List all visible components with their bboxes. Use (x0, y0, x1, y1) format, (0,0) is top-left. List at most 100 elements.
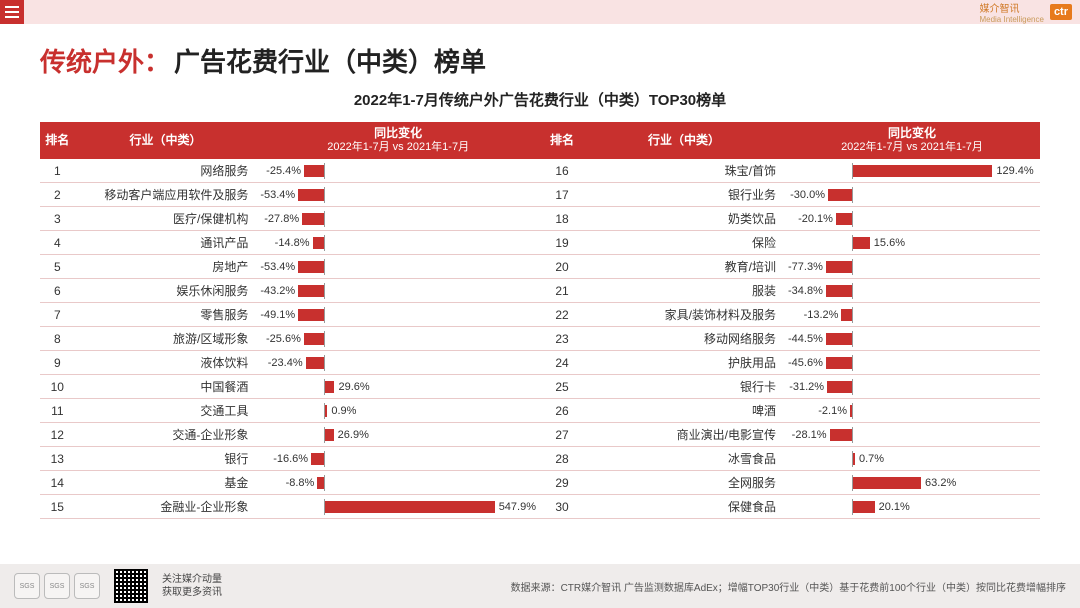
cell-industry: 家具/装饰材料及服务 (584, 303, 784, 327)
cell-rank: 22 (540, 303, 584, 327)
th-industry: 行业（中类） (75, 122, 257, 159)
cell-change: -20.1% (784, 207, 1040, 231)
data-source: 数据来源：CTR媒介智讯 广告监测数据库AdEx；增幅TOP30行业（中类）基于… (511, 579, 1066, 594)
brand-cn: 媒介智讯 (979, 0, 1043, 15)
cell-industry: 服装 (584, 279, 784, 303)
cell-change: -34.8% (784, 279, 1040, 303)
th-change: 同比变化 2022年1-7月 vs 2021年1-7月 (784, 122, 1040, 159)
cell-rank: 14 (40, 471, 75, 495)
cell-rank: 17 (540, 183, 584, 207)
cell-industry: 银行业务 (584, 183, 784, 207)
cell-industry: 保健食品 (584, 495, 784, 519)
cell-industry: 教育/培训 (584, 255, 784, 279)
cell-rank: 1 (40, 159, 75, 183)
table-row: 8旅游/区域形象-25.6% (40, 327, 540, 351)
table-row: 29全网服务63.2% (540, 471, 1040, 495)
table-row: 2移动客户端应用软件及服务-53.4% (40, 183, 540, 207)
table-row: 27商业演出/电影宣传-28.1% (540, 423, 1040, 447)
ctr-logo: ctr (1050, 4, 1072, 20)
cell-change: -31.2% (784, 375, 1040, 399)
table-row: 1网络服务-25.4% (40, 159, 540, 183)
cell-industry: 中国餐酒 (75, 375, 257, 399)
cell-change: 26.9% (256, 423, 540, 447)
table-row: 25银行卡-31.2% (540, 375, 1040, 399)
cell-rank: 5 (40, 255, 75, 279)
title-black: 广告花费行业（中类）榜单 (174, 42, 486, 79)
topbar: 媒介智讯 Media Intelligence ctr (0, 0, 1080, 24)
cell-change: -23.4% (256, 351, 540, 375)
cell-rank: 7 (40, 303, 75, 327)
qr-icon (114, 569, 148, 603)
cell-rank: 11 (40, 399, 75, 423)
cell-industry: 旅游/区域形象 (75, 327, 257, 351)
cell-change: -53.4% (256, 255, 540, 279)
cell-rank: 27 (540, 423, 584, 447)
cell-change: 129.4% (784, 159, 1040, 183)
cell-change: -2.1% (784, 399, 1040, 423)
cell-industry: 金融业-企业形象 (75, 495, 257, 519)
cell-industry: 移动客户端应用软件及服务 (75, 183, 257, 207)
table-row: 5房地产-53.4% (40, 255, 540, 279)
table-row: 9液体饮料-23.4% (40, 351, 540, 375)
table-row: 11交通工具0.9% (40, 399, 540, 423)
table-row: 17银行业务-30.0% (540, 183, 1040, 207)
cell-change: -28.1% (784, 423, 1040, 447)
cell-change: -27.8% (256, 207, 540, 231)
sgs-badge: SGS (44, 573, 70, 599)
table-row: 15金融业-企业形象547.9% (40, 495, 540, 519)
cell-rank: 24 (540, 351, 584, 375)
cell-rank: 2 (40, 183, 75, 207)
cell-rank: 9 (40, 351, 75, 375)
cell-industry: 交通-企业形象 (75, 423, 257, 447)
th-rank: 排名 (540, 122, 584, 159)
cell-industry: 珠宝/首饰 (584, 159, 784, 183)
cell-rank: 23 (540, 327, 584, 351)
table-row: 26啤酒-2.1% (540, 399, 1040, 423)
cell-industry: 液体饮料 (75, 351, 257, 375)
cell-change: -30.0% (784, 183, 1040, 207)
cell-change: -45.6% (784, 351, 1040, 375)
sgs-badges: SGS SGS SGS (14, 573, 100, 599)
cell-change: 29.6% (256, 375, 540, 399)
cell-rank: 3 (40, 207, 75, 231)
cell-industry: 银行卡 (584, 375, 784, 399)
table-row: 3医疗/保健机构-27.8% (40, 207, 540, 231)
cell-change: -44.5% (784, 327, 1040, 351)
slide: 传统户外： 广告花费行业（中类）榜单 2022年1-7月传统户外广告花费行业（中… (0, 24, 1080, 519)
title-row: 传统户外： 广告花费行业（中类）榜单 (40, 42, 1040, 79)
table-right: 排名 行业（中类） 同比变化 2022年1-7月 vs 2021年1-7月 16… (540, 122, 1040, 519)
cell-change: -25.4% (256, 159, 540, 183)
cell-change: -77.3% (784, 255, 1040, 279)
table-row: 22家具/装饰材料及服务-13.2% (540, 303, 1040, 327)
cell-industry: 移动网络服务 (584, 327, 784, 351)
th-rank: 排名 (40, 122, 75, 159)
table-row: 30保健食品20.1% (540, 495, 1040, 519)
cell-change: 0.7% (784, 447, 1040, 471)
cell-rank: 6 (40, 279, 75, 303)
cell-rank: 4 (40, 231, 75, 255)
cell-industry: 护肤用品 (584, 351, 784, 375)
table-row: 14基金-8.8% (40, 471, 540, 495)
cell-industry: 房地产 (75, 255, 257, 279)
cell-industry: 网络服务 (75, 159, 257, 183)
cell-industry: 奶类饮品 (584, 207, 784, 231)
cell-change: -13.2% (784, 303, 1040, 327)
cell-rank: 28 (540, 447, 584, 471)
cell-rank: 12 (40, 423, 75, 447)
cell-rank: 30 (540, 495, 584, 519)
cell-change: 63.2% (784, 471, 1040, 495)
cell-change: -8.8% (256, 471, 540, 495)
cell-rank: 26 (540, 399, 584, 423)
cell-change: 547.9% (256, 495, 540, 519)
cell-change: -53.4% (256, 183, 540, 207)
cell-rank: 19 (540, 231, 584, 255)
table-row: 16珠宝/首饰129.4% (540, 159, 1040, 183)
cell-change: 15.6% (784, 231, 1040, 255)
cell-rank: 13 (40, 447, 75, 471)
menu-icon[interactable] (0, 0, 24, 24)
cell-change: -43.2% (256, 279, 540, 303)
cell-rank: 29 (540, 471, 584, 495)
footer: SGS SGS SGS 关注媒介动量 获取更多资讯 数据来源：CTR媒介智讯 广… (0, 564, 1080, 608)
cell-industry: 啤酒 (584, 399, 784, 423)
cell-rank: 20 (540, 255, 584, 279)
